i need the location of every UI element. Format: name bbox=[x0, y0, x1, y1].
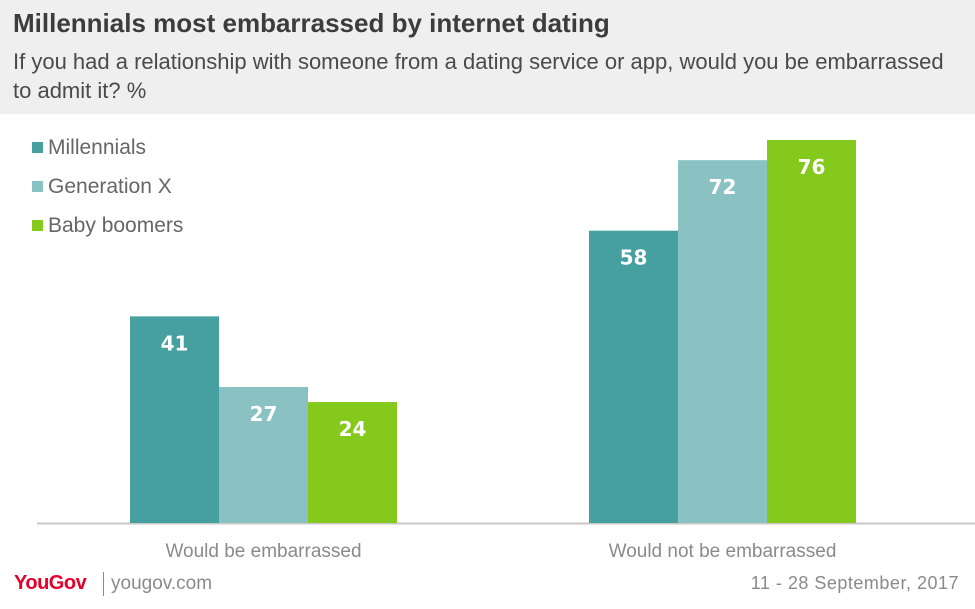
data-label-generation-x-would-not-be-embarrassed: 72 bbox=[709, 175, 737, 199]
category-label-would-be-embarrassed: Would be embarrassed bbox=[165, 541, 361, 562]
yougov-logo: YouGov bbox=[14, 572, 87, 594]
bar-generation-x-would-be-embarrassed bbox=[219, 386, 308, 523]
header-band: Millennials most embarrassed by internet… bbox=[0, 0, 975, 114]
bar-baby-boomers-would-not-be-embarrassed bbox=[767, 140, 856, 523]
data-label-baby-boomers-would-be-embarrassed: 24 bbox=[339, 417, 367, 441]
footer-url: yougov.com bbox=[111, 573, 213, 594]
bar-millennials-would-not-be-embarrassed bbox=[589, 230, 678, 524]
chart-title: Millennials most embarrassed by internet… bbox=[13, 8, 610, 38]
data-label-generation-x-would-be-embarrassed: 27 bbox=[250, 402, 278, 426]
legend-swatch-millennials bbox=[32, 142, 43, 153]
data-label-millennials-would-be-embarrassed: 41 bbox=[161, 331, 189, 355]
legend-label-millennials: Millennials bbox=[48, 135, 147, 159]
legend-item-baby-boomers: Baby boomers bbox=[32, 206, 183, 245]
category-label-would-not-be-embarrassed: Would not be embarrassed bbox=[609, 541, 837, 562]
bar-generation-x-would-not-be-embarrassed bbox=[678, 160, 767, 523]
legend-swatch-generation-x bbox=[32, 181, 43, 192]
footer-divider bbox=[103, 572, 104, 596]
legend-swatch-baby-boomers bbox=[32, 220, 43, 231]
legend-label-baby-boomers: Baby boomers bbox=[48, 213, 184, 237]
chart-subtitle: If you had a relationship with someone f… bbox=[13, 49, 944, 103]
bar-chart: 41 27 24 Would be embarrassed 58 72 76 Would no… bbox=[37, 140, 975, 562]
legend: Millennials Generation X Baby boomers bbox=[32, 128, 183, 245]
data-label-baby-boomers-would-not-be-embarrassed: 76 bbox=[798, 155, 826, 179]
legend-item-millennials: Millennials bbox=[32, 128, 183, 167]
legend-label-generation-x: Generation X bbox=[48, 174, 172, 198]
bar-millennials-would-be-embarrassed bbox=[130, 316, 219, 523]
bar-baby-boomers-would-be-embarrassed bbox=[308, 402, 397, 523]
data-label-millennials-would-not-be-embarrassed: 58 bbox=[620, 246, 648, 270]
legend-item-generation-x: Generation X bbox=[32, 167, 183, 206]
footer-date: 11 - 28 September, 2017 bbox=[750, 573, 959, 593]
